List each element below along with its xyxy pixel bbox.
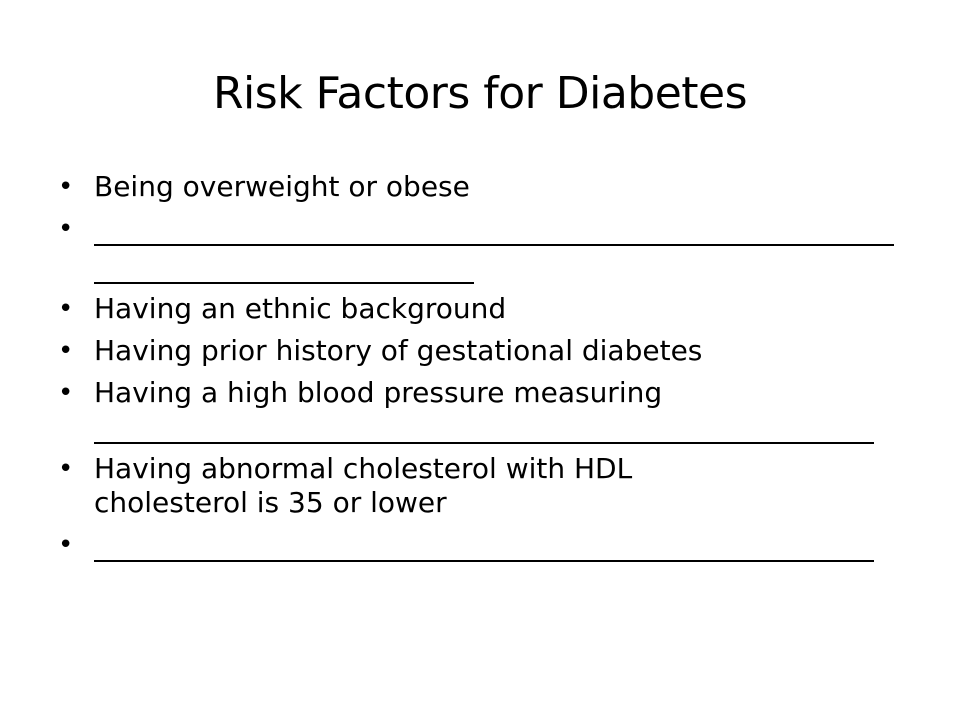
bullet-dot-icon: • (58, 454, 74, 484)
bullet-dot-icon: • (58, 530, 74, 560)
bullet-dot-icon: • (58, 172, 74, 202)
bullet-text: Having an ethnic background (94, 292, 507, 325)
bullet-item: • Having a high blood pressure measuring (58, 376, 908, 444)
bullet-item-blank: • (58, 528, 908, 562)
bullet-text-line-1: Having abnormal cholesterol with HDL (94, 452, 633, 485)
fill-in-blank-line (94, 212, 894, 246)
bullet-dot-icon: • (58, 214, 74, 244)
bullet-dot-icon: • (58, 294, 74, 324)
bullet-item: • Having prior history of gestational di… (58, 334, 908, 368)
bullet-text: Having a high blood pressure measuring (94, 376, 663, 409)
bullet-item: • Being overweight or obese (58, 170, 908, 204)
bullet-text-line-2: cholesterol is 35 or lower (94, 486, 447, 519)
fill-in-blank-line (94, 410, 874, 444)
fill-in-blank-line (94, 528, 874, 562)
bullet-text: Being overweight or obese (94, 170, 470, 203)
bullet-dot-icon: • (58, 336, 74, 366)
slide-title: Risk Factors for Diabetes (212, 68, 748, 119)
bullet-item: • Having an ethnic background (58, 292, 908, 326)
bullet-text: Having prior history of gestational diab… (94, 334, 703, 367)
fill-in-blank-line (94, 250, 474, 284)
bullet-list: • Being overweight or obese • • Having a… (58, 170, 908, 570)
bullet-item-blank: • (58, 212, 908, 284)
bullet-item: • Having abnormal cholesterol with HDL c… (58, 452, 908, 520)
bullet-dot-icon: • (58, 378, 74, 408)
